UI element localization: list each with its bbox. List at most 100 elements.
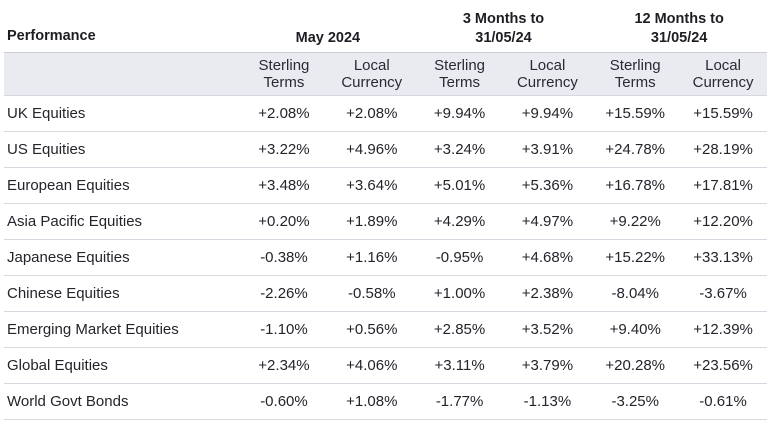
subheader-line: Currency (516, 74, 578, 91)
subheader-line: Terms (263, 74, 305, 91)
value-cell: -2.26% (240, 275, 328, 312)
value-cell: +15.59% (591, 95, 680, 132)
row-label: Emerging Market Equities (4, 311, 241, 348)
table-row: Japanese Equities -0.38% +1.16% -0.95% +4.68… (4, 239, 767, 276)
value-cell: -0.60% (240, 383, 328, 420)
value-cell: +2.08% (327, 95, 416, 132)
value-cell: +4.29% (415, 203, 504, 240)
subheader-cell: Sterling Terms (591, 52, 680, 96)
table-body: UK Equities +2.08% +2.08% +9.94% +9.94% +15.5… (4, 95, 767, 420)
subheader-line: Sterling (434, 57, 485, 74)
table-row: Asia Pacific Equities +0.20% +1.89% +4.29% +… (4, 203, 767, 240)
subheader-line: Sterling (609, 57, 661, 74)
value-cell: +3.64% (327, 167, 416, 204)
row-label: Asia Pacific Equities (4, 203, 241, 240)
value-cell: +5.36% (503, 167, 592, 204)
group-header-may-2024: May 2024 (240, 4, 416, 53)
row-label: US Equities (4, 131, 241, 168)
value-cell: +3.52% (503, 311, 592, 348)
subheader-cell: Local Currency (679, 52, 767, 96)
table-row: Chinese Equities -2.26% -0.58% +1.00% +2.38%… (4, 275, 767, 312)
group-header-row: Performance May 2024 3 Months to 31/05/24… (4, 4, 767, 53)
value-cell: +1.00% (415, 275, 504, 312)
performance-table: Performance May 2024 3 Months to 31/05/24… (4, 4, 767, 420)
value-cell: +33.13% (679, 239, 767, 276)
value-cell: +2.08% (240, 95, 328, 132)
subheader-line: Terms (614, 74, 656, 91)
subheader-line: Sterling (258, 57, 310, 74)
value-cell: -8.04% (591, 275, 680, 312)
group-label: 12 Months to 31/05/24 (634, 11, 724, 46)
value-cell: +1.16% (327, 239, 416, 276)
value-cell: +5.01% (415, 167, 504, 204)
subheader-line: Local (353, 57, 390, 74)
value-cell: -1.77% (415, 383, 504, 420)
value-cell: +9.94% (503, 95, 592, 132)
value-cell: -0.61% (679, 383, 767, 420)
subheader-line: Currency (341, 74, 403, 91)
value-cell: +3.11% (415, 347, 504, 384)
value-cell: +4.68% (503, 239, 592, 276)
value-cell: +9.94% (415, 95, 504, 132)
value-cell: +3.79% (503, 347, 592, 384)
subheader-cell: Local Currency (327, 52, 416, 96)
value-cell: +12.20% (679, 203, 767, 240)
value-cell: +9.22% (591, 203, 680, 240)
value-cell: +24.78% (591, 131, 680, 168)
value-cell: +28.19% (679, 131, 767, 168)
table-row: World Govt Bonds -0.60% +1.08% -1.77% -1.13%… (4, 383, 767, 420)
value-cell: -1.10% (240, 311, 328, 348)
value-cell: +23.56% (679, 347, 767, 384)
value-cell: +4.97% (503, 203, 592, 240)
row-label: Chinese Equities (4, 275, 241, 312)
value-cell: +12.39% (679, 311, 767, 348)
row-label: World Govt Bonds (4, 383, 241, 420)
value-cell: -1.13% (503, 383, 592, 420)
value-cell: +15.59% (679, 95, 767, 132)
value-cell: +4.96% (327, 131, 416, 168)
subheader-cell: Sterling Terms (415, 52, 504, 96)
subheader-line: Terms (439, 74, 480, 91)
value-cell: +3.22% (240, 131, 328, 168)
group-label: May 2024 (295, 30, 361, 46)
table-row: UK Equities +2.08% +2.08% +9.94% +9.94% +15.5… (4, 95, 767, 132)
subheader-row: Sterling Terms Local Currency Sterling Terms L… (4, 52, 767, 96)
table-row: US Equities +3.22% +4.96% +3.24% +3.91% +24.7… (4, 131, 767, 168)
value-cell: -0.95% (415, 239, 504, 276)
subheader-cell: Sterling Terms (240, 52, 328, 96)
value-cell: +4.06% (327, 347, 416, 384)
value-cell: -0.38% (240, 239, 328, 276)
group-label: 3 Months to 31/05/24 (462, 11, 545, 46)
group-header-12-months: 12 Months to 31/05/24 (591, 4, 767, 53)
value-cell: -3.67% (679, 275, 767, 312)
subheader-line: Currency (692, 74, 754, 91)
value-cell: +20.28% (591, 347, 680, 384)
row-label: European Equities (4, 167, 241, 204)
table-row: Global Equities +2.34% +4.06% +3.11% +3.79% +… (4, 347, 767, 384)
value-cell: +3.48% (240, 167, 328, 204)
value-cell: +3.91% (503, 131, 592, 168)
subheader-line: Local (529, 57, 566, 74)
value-cell: +2.34% (240, 347, 328, 384)
value-cell: +0.56% (327, 311, 416, 348)
value-cell: -3.25% (591, 383, 680, 420)
subheader-blank (4, 52, 241, 96)
value-cell: -0.58% (327, 275, 416, 312)
value-cell: +1.08% (327, 383, 416, 420)
value-cell: +15.22% (591, 239, 680, 276)
value-cell: +17.81% (679, 167, 767, 204)
row-label: Global Equities (4, 347, 241, 384)
group-header-3-months: 3 Months to 31/05/24 (416, 4, 592, 53)
subheader-line: Local (705, 57, 741, 74)
table-row: Emerging Market Equities -1.10% +0.56% +2.8… (4, 311, 767, 348)
value-cell: +1.89% (327, 203, 416, 240)
row-label: UK Equities (4, 95, 241, 132)
value-cell: +0.20% (240, 203, 328, 240)
value-cell: +9.40% (591, 311, 680, 348)
table-row: European Equities +3.48% +3.64% +5.01% +5.36… (4, 167, 767, 204)
value-cell: +2.85% (415, 311, 504, 348)
row-label: Japanese Equities (4, 239, 241, 276)
value-cell: +16.78% (591, 167, 680, 204)
value-cell: +2.38% (503, 275, 592, 312)
table-title: Performance (7, 28, 96, 44)
